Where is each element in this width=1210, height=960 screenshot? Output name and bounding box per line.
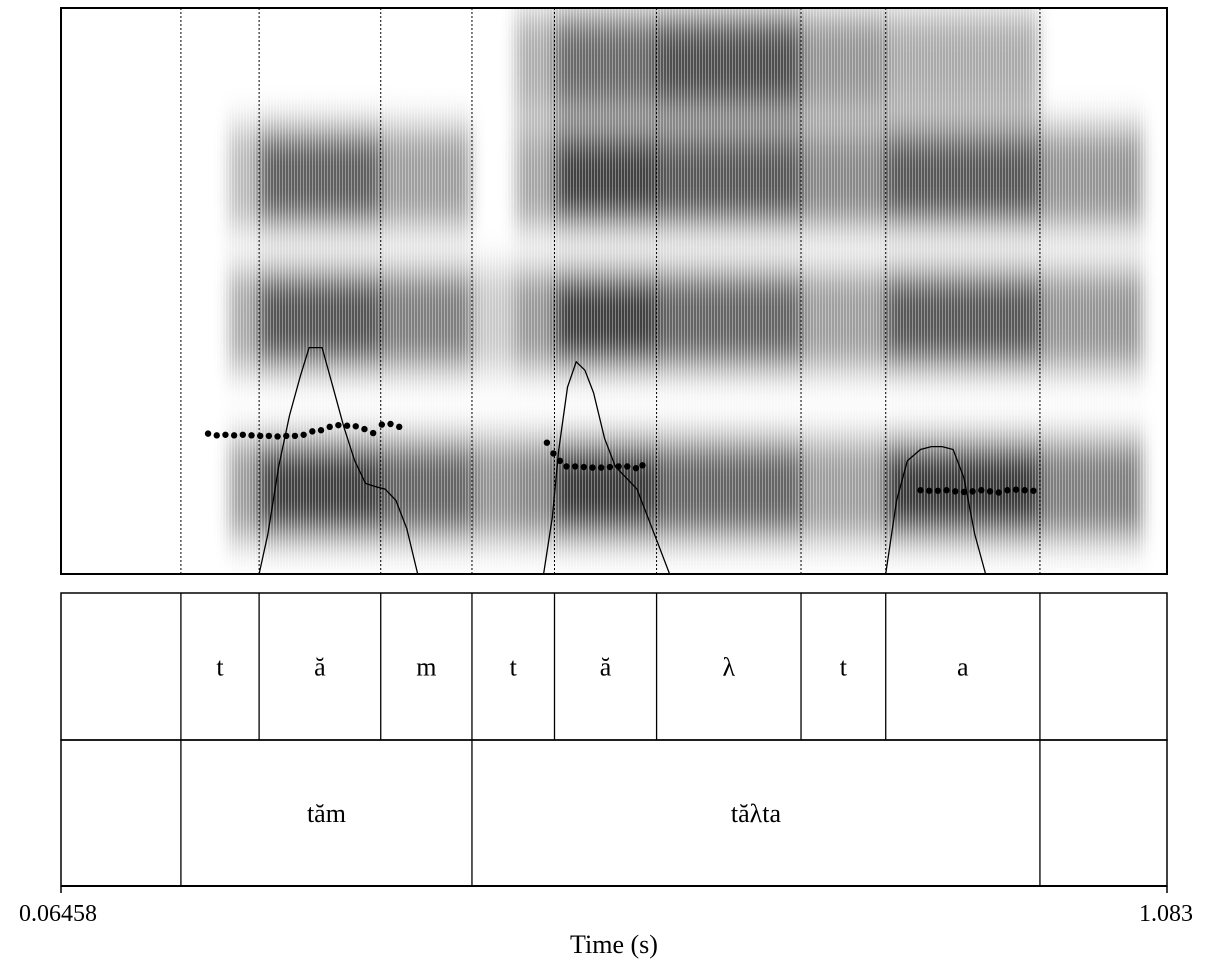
pitch-point-13: [317, 427, 325, 434]
segment-label-1: t: [216, 653, 224, 682]
pitch-point-0: [204, 430, 212, 437]
pitch-track: [204, 420, 1037, 496]
pitch-point-44: [986, 488, 994, 495]
time-axis: 0.06458 1.083 Time (s): [19, 886, 1193, 959]
segment-label-3: m: [416, 653, 436, 682]
pitch-point-14: [326, 423, 333, 431]
pitch-point-48: [1021, 487, 1028, 494]
word-tier-labels: tăm tăλta: [307, 799, 782, 828]
pitch-point-46: [1004, 487, 1011, 494]
pitch-point-38: [934, 487, 942, 494]
segment-label-4: t: [510, 653, 518, 682]
pitch-point-28: [580, 463, 588, 471]
pitch-point-33: [624, 463, 631, 470]
pitch-point-2: [222, 431, 229, 438]
time-axis-end-label: 1.083: [1139, 901, 1193, 927]
time-axis-start-label: 0.06458: [19, 901, 97, 927]
pitch-point-32: [615, 463, 622, 470]
word-label-2: tăλta: [731, 799, 782, 828]
word-tier-frame: [60, 739, 1168, 887]
pitch-point-24: [550, 450, 557, 457]
intensity-curve: [61, 346, 1167, 575]
pitch-point-31: [606, 463, 614, 471]
pitch-point-1: [213, 432, 220, 439]
pitch-point-36: [917, 487, 924, 494]
segment-label-2: ă: [314, 653, 326, 682]
pitch-point-30: [597, 464, 605, 471]
pitch-point-6: [256, 432, 264, 440]
pitch-point-12: [309, 428, 316, 435]
pitch-point-7: [265, 432, 273, 440]
pitch-point-26: [563, 463, 570, 470]
pitch-point-21: [387, 420, 394, 428]
spectrogram-frame: [60, 7, 1168, 575]
word-tier-boundaries: [180, 740, 1041, 886]
pitch-point-27: [571, 463, 579, 470]
pitch-point-11: [300, 431, 307, 438]
segment-tier-frame: [60, 592, 1168, 741]
segment-label-6: λ: [722, 653, 735, 682]
pitch-point-4: [239, 431, 247, 438]
spectrogram-panel: [60, 7, 1168, 575]
pitch-point-29: [589, 464, 596, 471]
pitch-point-41: [960, 488, 968, 496]
pitch-point-25: [556, 457, 564, 464]
pitch-point-42: [969, 488, 976, 495]
pitch-point-15: [335, 421, 342, 429]
pitch-point-18: [361, 425, 368, 433]
pitch-point-45: [995, 489, 1002, 496]
word-tier: tăm tăλta: [60, 739, 1168, 887]
spectrogram-striations: [61, 8, 1167, 574]
pitch-point-34: [632, 464, 640, 472]
pitch-point-49: [1030, 487, 1037, 494]
pitch-point-43: [978, 487, 985, 494]
word-label-1: tăm: [307, 799, 346, 828]
segment-tier-boundaries: [180, 593, 1041, 740]
pitch-point-19: [369, 429, 377, 437]
pitch-point-37: [925, 487, 933, 494]
pitch-point-35: [639, 462, 646, 469]
pitch-point-39: [943, 487, 950, 494]
segment-label-7: t: [840, 653, 848, 682]
segment-label-8: a: [957, 653, 969, 682]
pitch-point-8: [274, 433, 281, 440]
segment-label-5: ă: [600, 653, 612, 682]
time-axis-title: Time (s): [570, 930, 658, 959]
pitch-point-3: [230, 432, 238, 439]
pitch-point-9: [283, 432, 290, 440]
pitch-point-40: [952, 488, 959, 495]
pitch-point-10: [291, 432, 299, 440]
pitch-point-47: [1012, 486, 1020, 493]
pitch-point-20: [378, 421, 386, 428]
pitch-point-23: [543, 439, 551, 446]
pitch-point-5: [248, 432, 255, 439]
pitch-point-16: [343, 422, 351, 429]
pitch-point-17: [352, 423, 359, 430]
pitch-point-22: [396, 423, 403, 431]
